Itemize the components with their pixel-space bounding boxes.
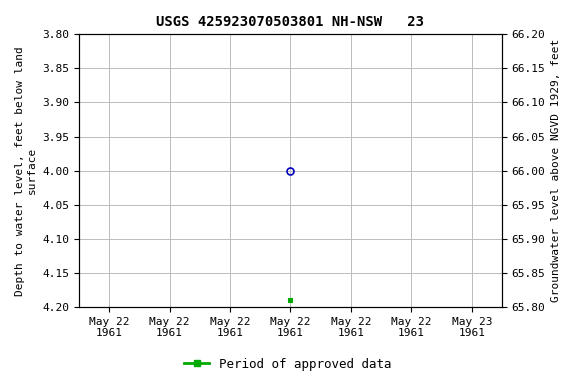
Legend: Period of approved data: Period of approved data	[179, 353, 397, 376]
Y-axis label: Groundwater level above NGVD 1929, feet: Groundwater level above NGVD 1929, feet	[551, 39, 561, 302]
Title: USGS 425923070503801 NH-NSW   23: USGS 425923070503801 NH-NSW 23	[157, 15, 425, 29]
Y-axis label: Depth to water level, feet below land
surface: Depth to water level, feet below land su…	[15, 46, 37, 296]
